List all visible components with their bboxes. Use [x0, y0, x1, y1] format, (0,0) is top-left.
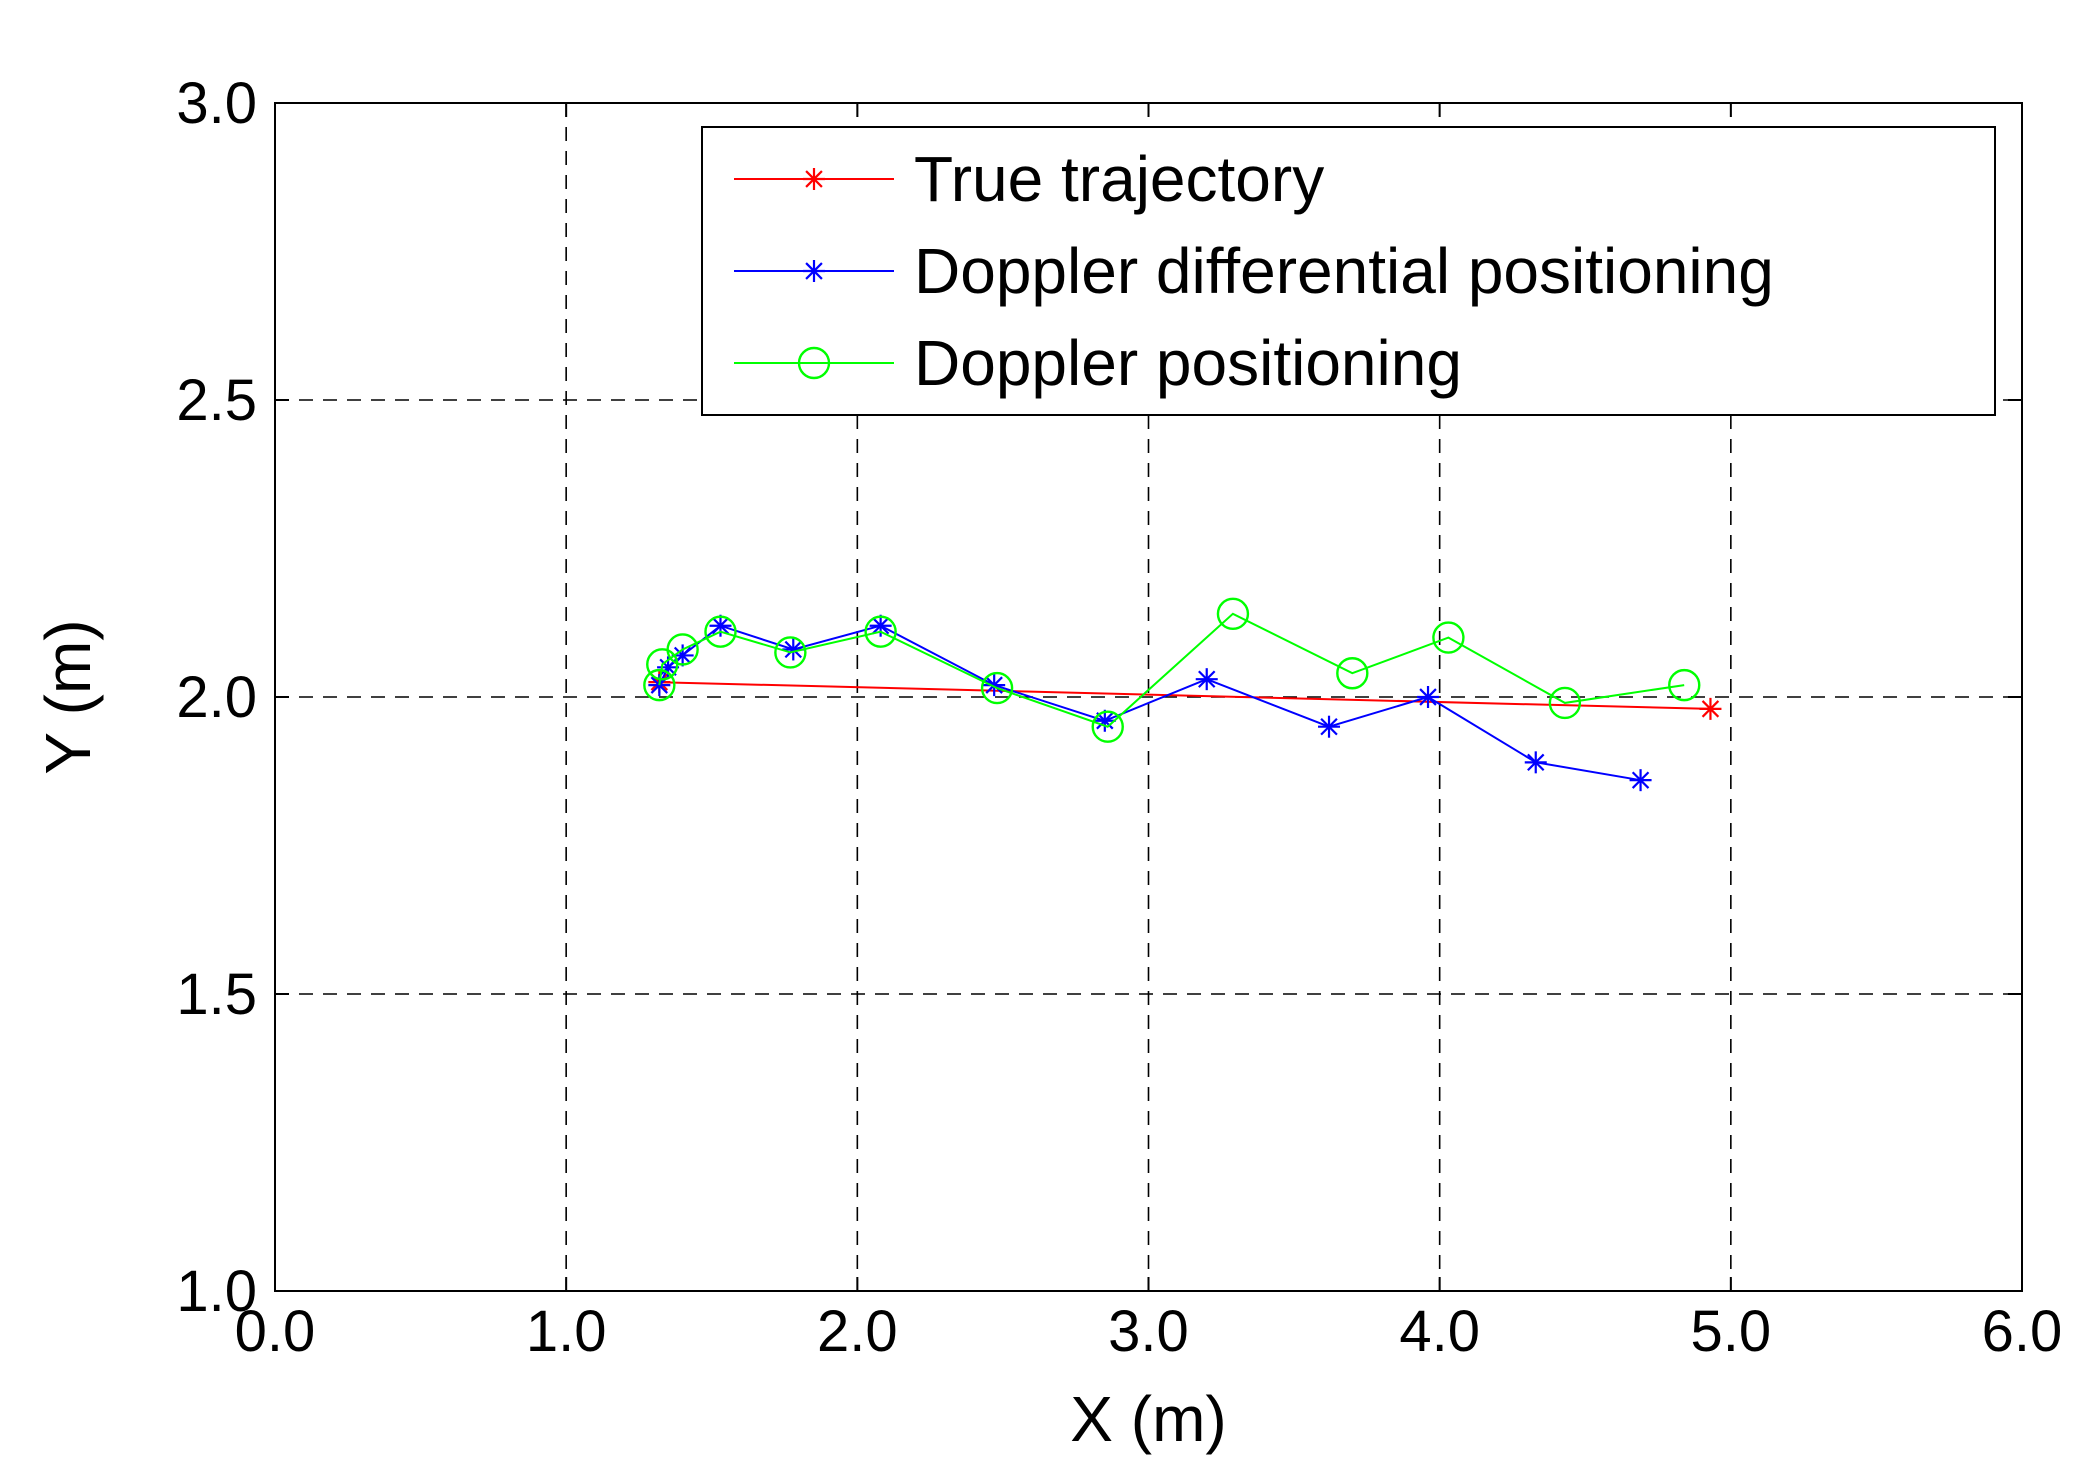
y-tick-label: 3.0 [176, 71, 257, 136]
data-point-doppler-differential-positioning [1417, 686, 1440, 708]
data-point-doppler-differential-positioning [1524, 751, 1547, 774]
data-point-doppler-differential-positioning [709, 614, 732, 637]
x-tick-label: 5.0 [1691, 1299, 1772, 1364]
data-point-doppler-differential-positioning [1318, 715, 1341, 738]
y-tick-label: 1.0 [176, 1259, 257, 1324]
series-doppler-positioning [643, 597, 1701, 743]
x-tick-label: 2.0 [817, 1299, 898, 1364]
legend-item-true-trajectory: True trajectory [734, 143, 1324, 215]
legend: True trajectory Doppler differential posi… [701, 126, 1996, 416]
asterisk-stroke [985, 676, 1003, 694]
data-point-doppler-differential-positioning [1629, 769, 1652, 792]
data-point-doppler-positioning [864, 615, 897, 648]
data-point-doppler-differential-positioning [782, 638, 805, 661]
asterisk-stroke [1701, 700, 1720, 718]
data-point-doppler-positioning [704, 615, 737, 648]
y-tick-label: 1.5 [176, 962, 257, 1027]
y-tick-label: 2.0 [176, 665, 257, 730]
asterisk-stroke [1320, 718, 1338, 736]
legend-marker [803, 168, 825, 190]
y-tick-label: 2.5 [176, 368, 257, 433]
data-point-doppler-differential-positioning [983, 674, 1006, 697]
x-tick-label: 1.0 [526, 1299, 607, 1364]
asterisk-stroke [784, 640, 802, 659]
data-point-doppler-positioning [1216, 597, 1250, 631]
data-point-doppler-positioning [1091, 710, 1124, 743]
legend-label: True trajectory [914, 143, 1324, 215]
asterisk-stroke [1198, 670, 1216, 688]
x-tick-label: 3.0 [1108, 1299, 1189, 1364]
asterisk-stroke [805, 170, 823, 188]
data-point-true-trajectory [1699, 697, 1722, 720]
legend-label: Doppler positioning [914, 327, 1462, 399]
asterisk-stroke [711, 617, 730, 635]
data-point-doppler-differential-positioning [1195, 668, 1218, 691]
series-line-doppler-positioning [658, 612, 1685, 728]
y-axis-label: Y (m) [32, 619, 104, 774]
asterisk-stroke [805, 262, 823, 280]
legend-label: Doppler differential positioning [914, 235, 1774, 307]
legend-box [701, 126, 1996, 416]
x-axis-label: X (m) [1070, 1383, 1226, 1455]
data-point-doppler-positioning [666, 633, 699, 666]
x-tick-label: 4.0 [1399, 1299, 1480, 1364]
x-tick-label: 6.0 [1982, 1299, 2063, 1364]
data-point-doppler-positioning [774, 636, 807, 669]
asterisk-stroke [1096, 712, 1114, 730]
asterisk-stroke [871, 617, 890, 635]
data-point-doppler-positioning [1432, 621, 1465, 654]
data-point-doppler-positioning [1548, 686, 1582, 720]
x-tick-label: 0.0 [235, 1299, 316, 1364]
ticks-layer: 0.0 1.0 2.0 3.0 4.0 5.0 6.01.01.52.02.53.0 [176, 71, 2062, 1364]
data-point-doppler-positioning [1668, 668, 1701, 702]
legend-marker [797, 346, 831, 380]
asterisk-stroke [1419, 688, 1437, 706]
data-point-doppler-differential-positioning [869, 614, 892, 637]
asterisk-stroke [1527, 753, 1545, 772]
legend-item-doppler-differential-positioning: Doppler differential positioning [734, 235, 1774, 307]
data-point-doppler-positioning [643, 668, 676, 702]
legend-item-doppler-positioning: Doppler positioning [734, 327, 1462, 399]
series-line-true-trajectory [659, 681, 1711, 710]
legend-marker [803, 260, 825, 282]
series-layer [643, 597, 1722, 792]
data-point-doppler-positioning [980, 671, 1014, 705]
asterisk-stroke [1631, 771, 1650, 789]
data-point-doppler-positioning [1336, 657, 1369, 690]
